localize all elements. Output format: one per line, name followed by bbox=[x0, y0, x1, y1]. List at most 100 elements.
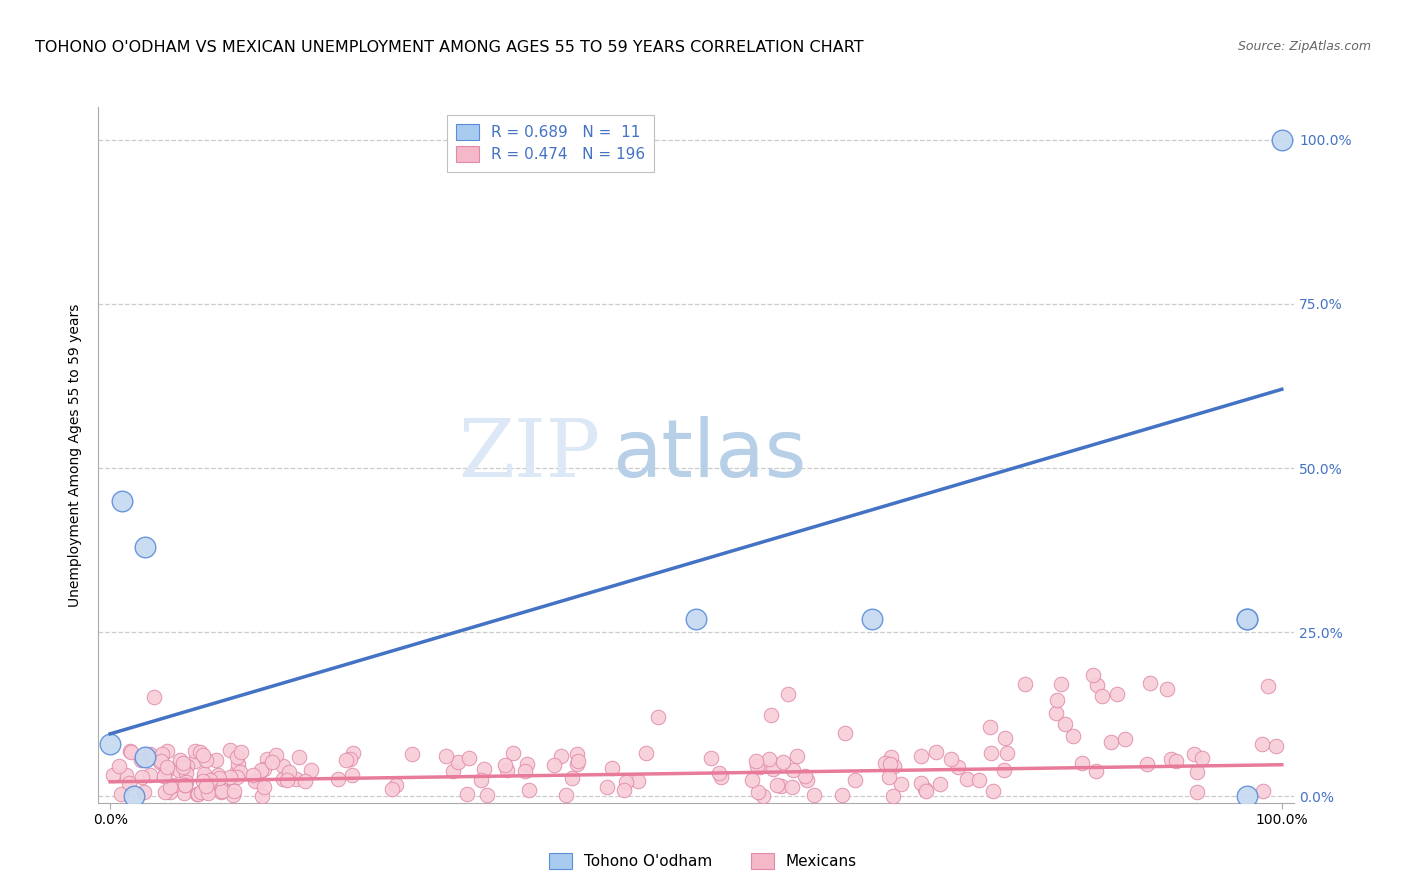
Point bbox=[786, 749, 808, 764]
Point bbox=[156, 760, 179, 774]
Point bbox=[401, 747, 423, 761]
Point bbox=[447, 755, 470, 769]
Point bbox=[434, 748, 457, 763]
Point bbox=[844, 773, 866, 788]
Point bbox=[98, 737, 121, 751]
Point bbox=[190, 785, 212, 799]
Point bbox=[183, 754, 205, 768]
Point bbox=[747, 785, 769, 799]
Point bbox=[159, 780, 181, 794]
Point bbox=[278, 764, 301, 779]
Point bbox=[218, 770, 240, 784]
Point bbox=[543, 758, 565, 772]
Point bbox=[384, 778, 406, 792]
Point bbox=[184, 744, 207, 758]
Point bbox=[1070, 756, 1092, 771]
Point bbox=[134, 540, 156, 554]
Point bbox=[981, 784, 1004, 798]
Point bbox=[207, 768, 229, 782]
Point bbox=[647, 710, 669, 724]
Point bbox=[875, 756, 897, 770]
Point bbox=[1085, 764, 1108, 779]
Point bbox=[636, 746, 658, 760]
Point bbox=[502, 746, 524, 760]
Point bbox=[299, 763, 322, 777]
Point bbox=[1105, 687, 1128, 701]
Point bbox=[550, 749, 572, 764]
Point bbox=[209, 785, 232, 799]
Point bbox=[225, 764, 247, 779]
Point bbox=[155, 764, 177, 779]
Point bbox=[1191, 751, 1213, 765]
Point bbox=[860, 612, 883, 626]
Point bbox=[766, 778, 789, 792]
Point bbox=[122, 789, 145, 804]
Legend: R = 0.689   N =  11, R = 0.474   N = 196: R = 0.689 N = 11, R = 0.474 N = 196 bbox=[447, 115, 654, 171]
Point bbox=[1083, 668, 1105, 682]
Point bbox=[915, 784, 938, 798]
Point bbox=[326, 772, 349, 786]
Point bbox=[565, 756, 588, 771]
Point bbox=[174, 778, 197, 792]
Point bbox=[191, 773, 214, 788]
Point bbox=[194, 779, 217, 793]
Point bbox=[118, 776, 141, 790]
Point bbox=[910, 749, 932, 764]
Point bbox=[914, 781, 936, 796]
Point bbox=[925, 745, 948, 759]
Point bbox=[131, 770, 153, 784]
Point bbox=[194, 752, 217, 766]
Point bbox=[134, 749, 156, 764]
Point bbox=[250, 763, 273, 777]
Point bbox=[1050, 677, 1073, 691]
Point bbox=[834, 726, 856, 740]
Point bbox=[1271, 133, 1294, 147]
Point bbox=[111, 494, 134, 508]
Point bbox=[685, 612, 707, 626]
Point bbox=[188, 745, 211, 759]
Point bbox=[979, 719, 1001, 733]
Point bbox=[139, 747, 162, 761]
Point bbox=[946, 760, 969, 774]
Point bbox=[221, 788, 243, 802]
Point bbox=[176, 766, 198, 780]
Point bbox=[969, 773, 991, 788]
Point bbox=[441, 764, 464, 778]
Point bbox=[153, 785, 176, 799]
Point bbox=[150, 747, 173, 761]
Point bbox=[1139, 676, 1161, 690]
Point bbox=[174, 774, 197, 789]
Point bbox=[1160, 752, 1182, 766]
Text: atlas: atlas bbox=[613, 416, 807, 494]
Point bbox=[456, 787, 478, 801]
Point bbox=[1257, 679, 1279, 693]
Point bbox=[208, 772, 231, 786]
Point bbox=[769, 780, 792, 794]
Text: TOHONO O'ODHAM VS MEXICAN UNEMPLOYMENT AMONG AGES 55 TO 59 YEARS CORRELATION CHA: TOHONO O'ODHAM VS MEXICAN UNEMPLOYMENT A… bbox=[35, 40, 863, 55]
Point bbox=[129, 753, 152, 767]
Point bbox=[939, 752, 962, 766]
Point bbox=[993, 764, 1015, 778]
Point bbox=[253, 780, 276, 795]
Point bbox=[159, 784, 181, 798]
Point bbox=[614, 775, 637, 789]
Point bbox=[139, 767, 162, 781]
Point bbox=[747, 759, 769, 773]
Point bbox=[1236, 612, 1258, 626]
Point bbox=[1099, 735, 1122, 749]
Point bbox=[245, 773, 267, 788]
Point bbox=[516, 756, 538, 771]
Point bbox=[883, 759, 905, 773]
Point bbox=[995, 746, 1018, 760]
Point bbox=[205, 752, 228, 766]
Point bbox=[242, 768, 264, 782]
Point bbox=[271, 759, 294, 773]
Point bbox=[172, 756, 194, 771]
Point bbox=[477, 789, 499, 803]
Point bbox=[515, 764, 537, 779]
Point bbox=[187, 787, 209, 801]
Point bbox=[262, 755, 284, 769]
Point bbox=[1185, 785, 1208, 799]
Point bbox=[226, 770, 249, 784]
Point bbox=[191, 747, 214, 762]
